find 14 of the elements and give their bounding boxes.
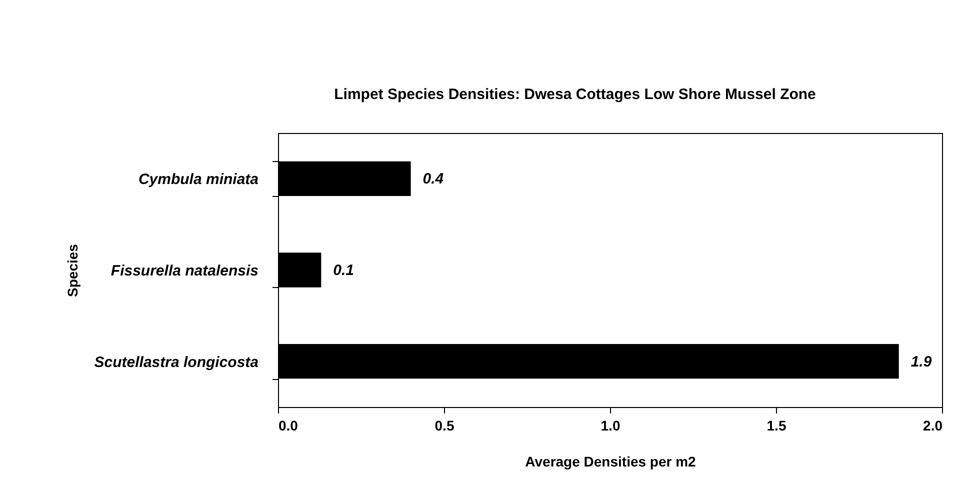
y-tick-label: Cymbula miniata	[138, 171, 258, 188]
x-tick-label: 0.0	[278, 418, 298, 434]
data-label: 0.1	[333, 262, 354, 279]
y-tick-label: Fissurella natalensis	[110, 262, 258, 280]
x-tick-label: 2.0	[923, 418, 943, 434]
y-axis-title: Species	[64, 244, 80, 297]
x-tick-label: 0.5	[434, 418, 454, 434]
x-tick-label: 1.0	[600, 418, 620, 434]
x-axis-title: Average Densities per m2	[525, 454, 696, 470]
data-label: 0.4	[422, 170, 444, 188]
y-tick-label: Scutellastra longicosta	[94, 354, 258, 371]
chart-title: Limpet Species Densities: Dwesa Cottages Low Shore Mussel Zone	[334, 86, 816, 103]
data-label: 1.9	[910, 353, 932, 370]
x-tick-label: 1.5	[766, 418, 786, 434]
